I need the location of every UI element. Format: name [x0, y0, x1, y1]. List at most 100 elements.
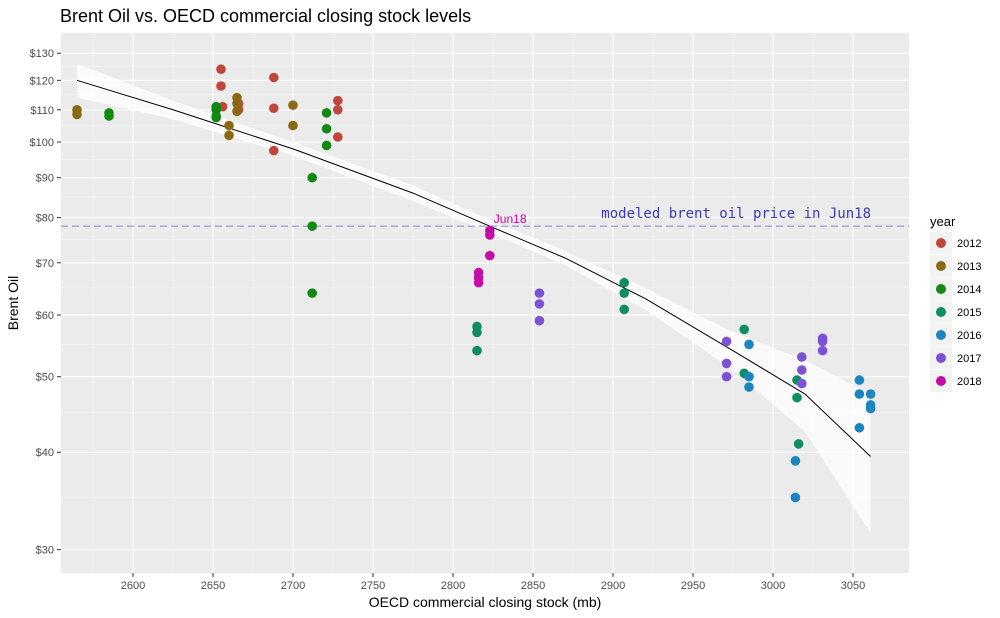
y-tick-label: $100: [30, 137, 54, 149]
point-2015: [739, 324, 749, 335]
point-2012: [269, 145, 279, 156]
point-2016: [744, 371, 754, 382]
x-tick-label: 2700: [281, 580, 305, 592]
x-axis-title: OECD commercial closing stock (mb): [369, 594, 602, 610]
legend-key-2018: [936, 376, 946, 386]
point-2017: [721, 336, 732, 347]
point-2014: [307, 172, 318, 183]
point-2015: [619, 304, 629, 315]
legend-label-2018: 2018: [957, 376, 981, 388]
point-2012: [269, 72, 279, 83]
point-2017: [721, 371, 732, 382]
fit-confidence-band: [77, 63, 871, 534]
legend-label-2016: 2016: [957, 330, 981, 342]
y-tick-label: $70: [36, 258, 54, 270]
y-tick-label: $60: [36, 310, 54, 322]
legend-label-2012: 2012: [957, 238, 981, 250]
legend-key-2013: [936, 261, 946, 271]
point-2016: [744, 382, 754, 392]
point-2016: [854, 375, 865, 385]
point-2014: [321, 123, 332, 134]
point-2014: [321, 108, 332, 118]
point-2013: [288, 120, 298, 131]
point-2017: [817, 336, 828, 347]
point-2013: [232, 106, 242, 117]
point-2015: [472, 345, 482, 356]
chart-title: Brent Oil vs. OECD commercial closing st…: [60, 6, 471, 26]
point-2013: [288, 100, 298, 110]
point-2017: [797, 365, 807, 375]
point-2012: [333, 95, 343, 106]
point-2016: [854, 422, 865, 433]
point-annotation-label: Jun18: [494, 212, 527, 226]
point-2013: [232, 98, 242, 109]
data-points: [72, 64, 876, 503]
point-2017: [797, 378, 807, 389]
point-2014: [211, 112, 221, 123]
legend-title: year: [930, 214, 956, 229]
y-tick-label: $130: [30, 48, 54, 60]
point-2013: [224, 120, 234, 131]
x-tick-label: 3000: [761, 580, 785, 592]
x-tick-label: 2650: [201, 580, 225, 592]
y-tick-label: $120: [30, 75, 54, 87]
x-tick-label: 2850: [521, 580, 545, 592]
y-axis-title: Brent Oil: [5, 276, 21, 330]
point-2018: [485, 250, 495, 261]
point-2017: [721, 358, 732, 369]
x-tick-label: 2950: [681, 580, 705, 592]
point-2016: [865, 403, 876, 414]
legend-label-2014: 2014: [957, 284, 981, 296]
y-tick-label: $30: [36, 545, 54, 557]
point-2013: [72, 109, 82, 120]
point-2015: [619, 288, 629, 298]
point-2014: [321, 140, 332, 151]
point-2014: [307, 288, 318, 298]
y-tick-label: $50: [36, 372, 54, 384]
legend-key-2017: [936, 353, 946, 363]
point-2012: [269, 103, 279, 114]
point-2017: [817, 345, 828, 356]
point-2016: [854, 389, 865, 399]
point-2012: [216, 64, 226, 75]
point-2012: [333, 132, 343, 142]
y-tick-label: $110: [30, 105, 54, 117]
point-2014: [307, 221, 318, 231]
fit-line: [76, 79, 871, 457]
y-tick-label: $40: [36, 447, 54, 459]
x-tick-label: 2600: [121, 580, 145, 592]
point-2018: [473, 277, 484, 288]
legend-label-2015: 2015: [957, 307, 981, 319]
point-2015: [619, 277, 629, 288]
point-2018: [485, 230, 495, 240]
x-axis-ticks: 2600 2650 2700 2750 2800 2850 2900 2950 3000 3050: [121, 573, 865, 592]
x-tick-label: 2750: [361, 580, 385, 592]
point-2012: [216, 81, 226, 91]
y-axis-ticks: $30 $40 $50 $60 $70 $80 $90 $100 $110 $120 $130: [30, 48, 61, 557]
point-2013: [224, 130, 234, 141]
point-2014: [104, 111, 114, 121]
legend-key-2015: [936, 307, 946, 317]
point-2016: [790, 492, 801, 503]
point-2017: [797, 352, 807, 362]
point-2017: [534, 299, 545, 309]
point-2016: [744, 339, 754, 350]
y-tick-label: $80: [36, 213, 54, 225]
legend-key-2014: [936, 284, 946, 294]
y-tick-label: $90: [36, 173, 54, 185]
legend-key-2012: [936, 238, 946, 248]
point-2016: [790, 456, 801, 466]
point-2015: [793, 439, 804, 449]
point-2012: [333, 104, 343, 115]
reference-line-label: modeled brent oil price in Jun18: [601, 206, 871, 222]
legend-label-2013: 2013: [957, 261, 981, 273]
point-2015: [472, 327, 482, 338]
point-2015: [792, 392, 802, 403]
point-2017: [534, 288, 545, 298]
x-tick-label: 2900: [601, 580, 625, 592]
point-2016: [865, 389, 876, 399]
point-2017: [534, 315, 545, 326]
x-tick-label: 3050: [841, 580, 865, 592]
legend-key-2016: [936, 330, 946, 340]
